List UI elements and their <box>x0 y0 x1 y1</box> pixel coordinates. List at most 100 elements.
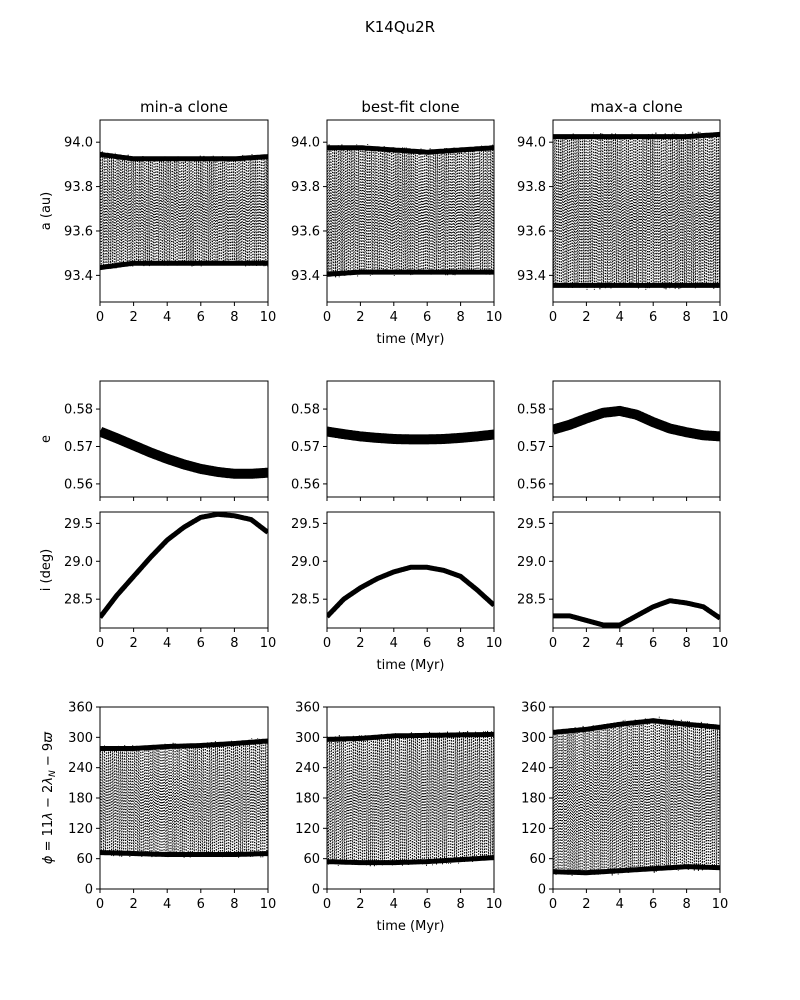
x-tick-label: 0 <box>96 636 104 651</box>
y-tick-label: 0.56 <box>64 477 93 492</box>
y-tick-label: 93.8 <box>64 180 93 195</box>
panel-a-2: 93.4 93.6 93.8 94.0 0 2 4 6 8 10 <box>517 119 729 325</box>
y-tick-label: 180 <box>68 792 93 807</box>
axes-frame <box>552 119 721 303</box>
x-axis-label: time (Myr) <box>377 658 445 673</box>
x-tick-label: 8 <box>456 636 464 651</box>
y-tick-label: 28.5 <box>64 593 93 608</box>
x-tick-label: 6 <box>197 897 205 912</box>
series-a-1 <box>327 144 494 278</box>
y-tick-label: 94.0 <box>64 136 93 151</box>
x-tick-label: 2 <box>356 897 364 912</box>
y-tick-label: 120 <box>68 822 93 837</box>
x-tick-label: 0 <box>549 310 557 325</box>
x-axis-label: time (Myr) <box>377 919 445 934</box>
x-tick-label: 2 <box>129 897 137 912</box>
panel-a-1: 93.4 93.6 93.8 94.0 0 2 4 6 8 10 time (Myr) <box>291 119 503 347</box>
series-phi-0 <box>100 738 268 858</box>
y-tick-label: 120 <box>295 822 320 837</box>
panel-e-0: 0.56 0.57 0.58 e <box>39 380 269 501</box>
series-i-2 <box>553 598 720 628</box>
x-tick-label: 4 <box>390 636 398 651</box>
series-e-2 <box>553 405 720 442</box>
axes-frame <box>99 511 269 629</box>
oscillation-trace <box>327 730 494 867</box>
panel-phi-2: 0 60 120 180 240 300 360 0 2 4 6 8 10 <box>521 701 728 913</box>
y-tick-label: 29.0 <box>291 555 320 570</box>
x-tick-label: 10 <box>260 310 277 325</box>
y-tick-label: 60 <box>303 852 320 867</box>
x-tick-label: 8 <box>456 310 464 325</box>
lower-envelope <box>100 850 268 857</box>
y-tick-label: 120 <box>521 822 546 837</box>
x-tick-label: 0 <box>323 636 331 651</box>
x-tick-label: 2 <box>129 310 137 325</box>
x-tick-label: 4 <box>616 636 624 651</box>
y-tick-label: 29.5 <box>517 517 546 532</box>
y-tick-label: 0 <box>538 883 546 898</box>
x-tick-label: 4 <box>163 310 171 325</box>
y-tick-label: 29.0 <box>64 555 93 570</box>
upper-envelope <box>553 131 720 140</box>
axes-frame <box>326 119 495 303</box>
x-tick-label: 0 <box>96 897 104 912</box>
series-a-0 <box>100 151 268 271</box>
x-tick-label: 2 <box>129 636 137 651</box>
panel-phi-0: 0 60 120 180 240 300 360 0 2 4 6 8 10 ϕ = 11λ − 2λN −… <box>41 701 276 913</box>
x-tick-label: 6 <box>649 897 657 912</box>
panels: 93.493.693.894.00 2 4 6 8 10a (au)93.493.693.… <box>39 119 729 934</box>
x-tick-label: 8 <box>230 636 238 651</box>
x-tick-label: 4 <box>390 897 398 912</box>
x-tick-label: 2 <box>582 897 590 912</box>
axes-frame <box>326 380 495 498</box>
x-tick-label: 0 <box>549 897 557 912</box>
y-tick-label: 180 <box>295 792 320 807</box>
y-tick-label: 360 <box>295 701 320 716</box>
x-tick-label: 10 <box>486 897 503 912</box>
upper-envelope <box>327 731 494 742</box>
y-tick-label: 60 <box>529 852 546 867</box>
series-e-0 <box>100 426 268 479</box>
y-tick-label: 0.58 <box>291 403 320 418</box>
x-tick-label: 10 <box>712 636 729 651</box>
y-tick-label: 0.57 <box>64 440 93 455</box>
y-tick-label: 0 <box>312 883 320 898</box>
axes-frame <box>99 119 269 303</box>
y-tick-label: 0.58 <box>64 403 93 418</box>
oscillation-trace <box>100 738 268 858</box>
x-tick-label: 4 <box>616 897 624 912</box>
x-tick-label: 8 <box>230 897 238 912</box>
x-tick-label: 4 <box>163 897 171 912</box>
e-curve <box>553 405 720 442</box>
lower-envelope <box>327 855 494 866</box>
y-tick-label: 93.8 <box>517 180 546 195</box>
y-tick-label: 93.6 <box>291 224 320 239</box>
y-tick-label: 0.56 <box>291 477 320 492</box>
x-tick-label: 6 <box>649 310 657 325</box>
x-tick-label: 8 <box>230 310 238 325</box>
axes-frame <box>552 380 721 498</box>
series-e-1 <box>327 426 494 445</box>
series-phi-2 <box>553 716 720 876</box>
x-tick-label: 10 <box>486 310 503 325</box>
x-tick-label: 10 <box>486 636 503 651</box>
y-tick-label: 93.8 <box>291 180 320 195</box>
y-tick-label: 28.5 <box>517 593 546 608</box>
x-tick-label: 10 <box>712 310 729 325</box>
y-tick-label: 300 <box>68 731 93 746</box>
y-axis-label: a (au) <box>39 192 54 230</box>
x-tick-label: 6 <box>423 636 431 651</box>
y-tick-label: 0 <box>85 883 93 898</box>
series-phi-1 <box>327 730 494 867</box>
panel-e-1: 0.56 0.57 0.58 <box>291 380 495 501</box>
y-tick-label: 93.4 <box>291 269 320 284</box>
x-tick-label: 0 <box>323 897 331 912</box>
oscillation-trace <box>553 716 720 876</box>
x-tick-label: 6 <box>423 310 431 325</box>
x-tick-label: 4 <box>163 636 171 651</box>
x-tick-label: 10 <box>260 897 277 912</box>
panel-i-2: 28.5 29.0 29.5 0 2 4 6 8 10 <box>517 511 729 651</box>
y-axis-label: ϕ = 11λ − 2λN − 9ϖ <box>41 731 58 864</box>
panel-i-1: 28.5 29.0 29.5 0 2 4 6 8 10 time (Myr) <box>291 511 503 673</box>
y-tick-label: 0.57 <box>517 440 546 455</box>
